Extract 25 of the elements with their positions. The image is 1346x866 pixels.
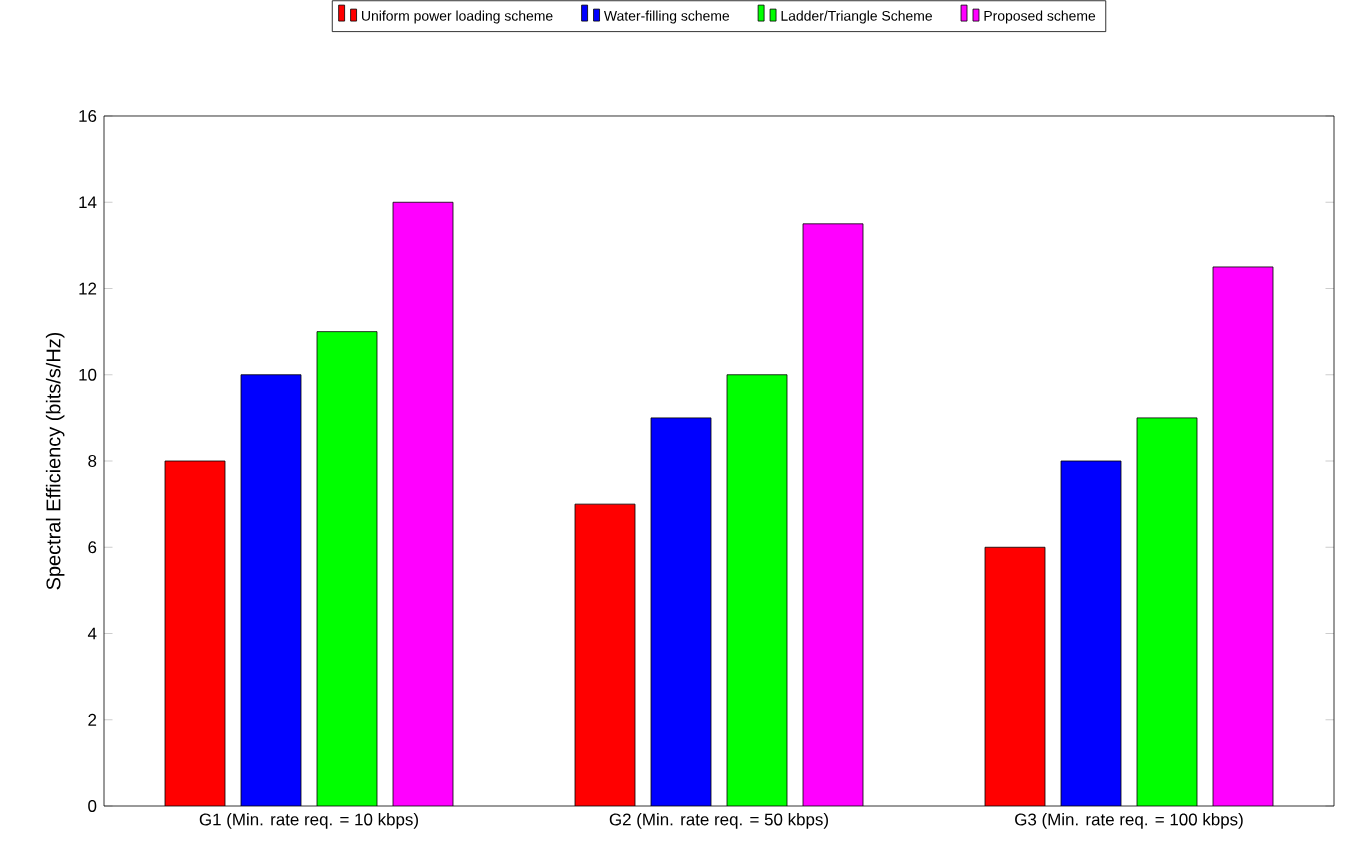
- bar: [726, 374, 788, 806]
- y-tick-label: 2: [88, 713, 97, 726]
- y-tick-label: 16: [79, 110, 97, 122]
- x-tick-label: G2 (Min. rate req. = 50 kbps): [609, 813, 828, 829]
- bar: [316, 331, 378, 806]
- bar: [164, 460, 226, 806]
- x-tick-label: G3 (Min. rate req. = 100 kbps): [1015, 813, 1243, 829]
- bar: [802, 223, 864, 806]
- y-tick-label: 6: [88, 541, 97, 554]
- bar: [1212, 266, 1274, 806]
- y-axis-title: Spectral Efficiency (bits/s/Hz): [45, 332, 65, 590]
- y-tick-label: 4: [87, 627, 97, 640]
- bar: [240, 374, 302, 806]
- y-tick-label: 12: [79, 282, 97, 295]
- y-tick-label: 10: [79, 368, 97, 381]
- bar: [1060, 460, 1122, 806]
- bar: [650, 417, 712, 806]
- y-tick-label: 14: [79, 196, 97, 209]
- bar: [1136, 417, 1198, 806]
- bar: [984, 546, 1046, 806]
- x-tick-label: G1 (Min. rate req. = 10 kbps): [199, 813, 418, 829]
- bar: [574, 503, 636, 806]
- y-tick-label: 8: [88, 455, 97, 467]
- y-tick-label: 0: [88, 800, 97, 812]
- bar: [392, 201, 454, 806]
